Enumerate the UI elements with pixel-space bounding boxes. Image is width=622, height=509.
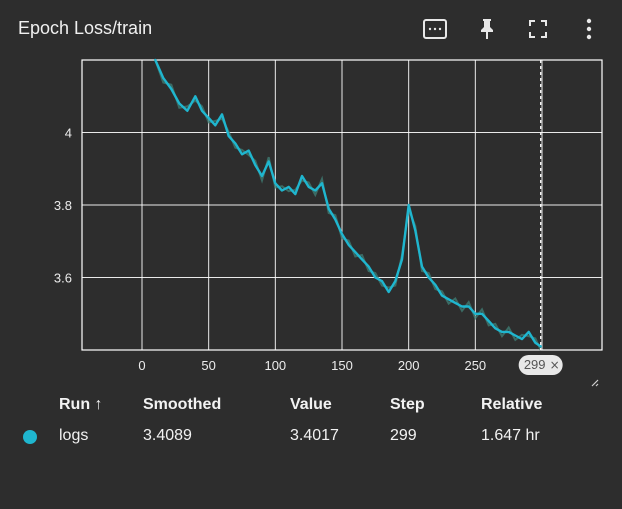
resize-handle-icon[interactable]	[591, 379, 599, 387]
fullscreen-icon	[529, 20, 547, 38]
cell-step: 299	[390, 427, 417, 444]
series-line-logs	[154, 58, 542, 348]
pin-button[interactable]	[472, 14, 502, 44]
y-tick-label: 3.6	[54, 271, 72, 286]
x-tick-label: 150	[331, 358, 353, 373]
header-smoothed[interactable]: Smoothed	[143, 396, 222, 413]
y-tick-label: 4	[65, 126, 72, 141]
x-tick-label: 200	[398, 358, 420, 373]
header-relative[interactable]: Relative	[481, 396, 543, 413]
header-value[interactable]: Value	[290, 396, 332, 413]
chart-area[interactable]: 0 50 100 150 200 250 3.6 3.8 4 299 ×	[0, 0, 622, 390]
loss-line-chart[interactable]: 0 50 100 150 200 250 3.6 3.8 4 299 ×	[0, 0, 622, 390]
header-step[interactable]: Step	[390, 396, 425, 413]
card-title: Epoch Loss/train	[18, 18, 153, 38]
x-tick-label: 100	[264, 358, 286, 373]
header-run[interactable]: Run ↑	[59, 396, 103, 413]
fit-domain-button[interactable]	[420, 14, 450, 44]
x-tick-label: 0	[138, 358, 145, 373]
cell-run: logs	[59, 427, 89, 444]
hover-step-chip: 299 ×	[518, 355, 563, 375]
run-color-swatch[interactable]	[23, 430, 37, 444]
x-tick-label: 50	[201, 358, 215, 373]
hover-step-label: 299	[524, 357, 546, 372]
x-tick-label: 250	[464, 358, 486, 373]
pin-icon	[481, 19, 493, 39]
y-tick-label: 3.8	[54, 198, 72, 213]
cell-value: 3.4017	[290, 427, 339, 444]
fullscreen-button[interactable]	[523, 14, 553, 44]
more-vert-icon	[586, 18, 592, 40]
fit-domain-icon	[423, 19, 447, 39]
cell-smoothed: 3.4089	[143, 427, 192, 444]
cell-relative: 1.647 hr	[481, 427, 540, 444]
more-options-button[interactable]	[574, 14, 604, 44]
hover-close-icon[interactable]: ×	[550, 358, 560, 372]
